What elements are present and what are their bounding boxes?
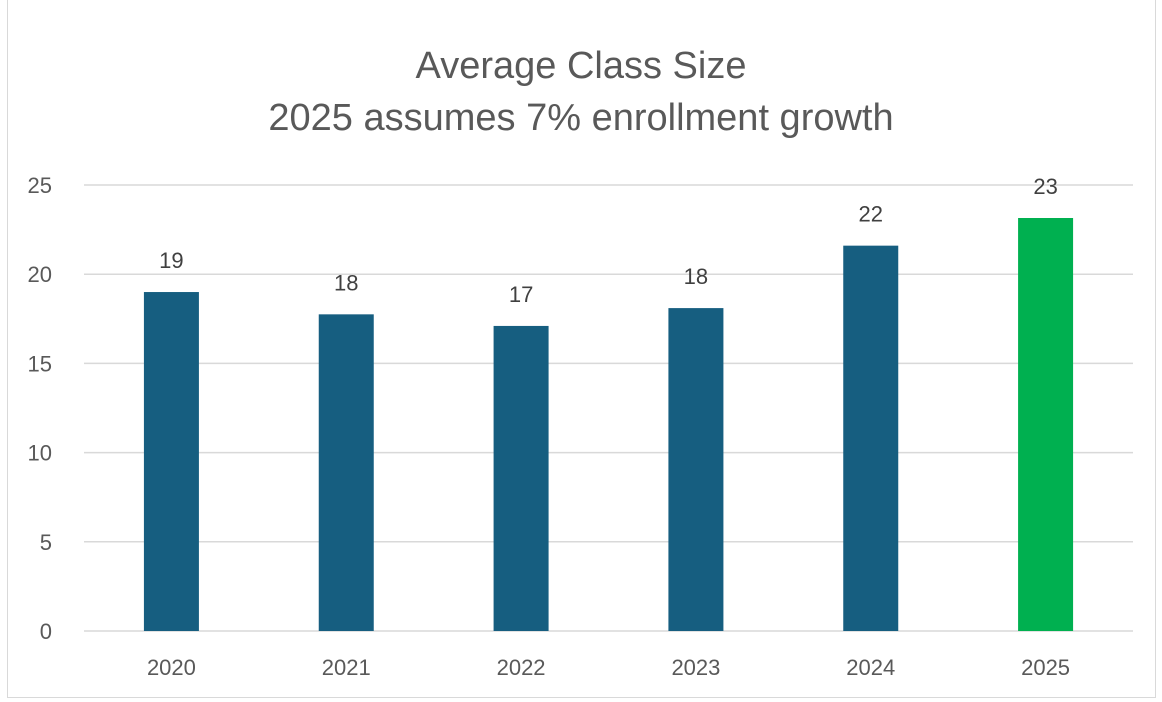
chart-title: Average Class Size 2025 assumes 7% enrol… (0, 40, 1162, 144)
y-tick-label: 25 (28, 173, 52, 198)
x-tick-label: 2022 (497, 655, 546, 680)
bars (143, 218, 1074, 631)
bar (843, 245, 899, 631)
y-tick-label: 20 (28, 262, 52, 287)
chart-subtitle-line: 2025 assumes 7% enrollment growth (268, 97, 894, 139)
x-tick-label: 2025 (1021, 655, 1070, 680)
x-tick-label: 2021 (322, 655, 371, 680)
x-tick-label: 2020 (147, 655, 196, 680)
y-axis: 0 5 10 15 20 25 (28, 173, 52, 644)
bar (1018, 218, 1074, 631)
bar (668, 308, 724, 631)
y-tick-label: 15 (28, 351, 52, 376)
x-tick-label: 2023 (671, 655, 720, 680)
data-label: 17 (509, 282, 533, 307)
data-label: 23 (1033, 174, 1057, 199)
data-label: 18 (334, 270, 358, 295)
bar (143, 292, 199, 631)
chart-title-line: Average Class Size (415, 45, 747, 87)
data-labels: 19 18 17 18 22 23 (159, 174, 1058, 307)
x-tick-label: 2024 (846, 655, 895, 680)
y-tick-label: 5 (40, 530, 52, 555)
y-tick-label: 0 (40, 619, 52, 644)
data-label: 22 (859, 202, 883, 227)
bar (493, 325, 549, 631)
data-label: 19 (159, 248, 183, 273)
data-label: 18 (684, 264, 708, 289)
x-axis: 2020 2021 2022 2023 2024 2025 (147, 655, 1070, 680)
gridlines (84, 184, 1133, 632)
bar (318, 314, 374, 631)
y-tick-label: 10 (28, 441, 52, 466)
